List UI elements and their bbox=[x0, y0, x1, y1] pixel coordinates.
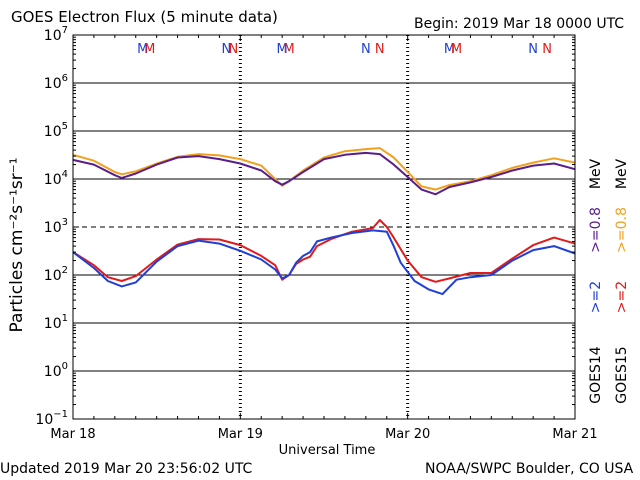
y-axis-label: Particles cm⁻²s⁻¹sr⁻¹ bbox=[7, 157, 27, 332]
y-tick-label: 101 bbox=[44, 313, 68, 332]
chart-title: GOES Electron Flux (5 minute data) bbox=[11, 8, 278, 26]
updated-label: Updated 2019 Mar 20 23:56:02 UTC bbox=[0, 461, 253, 477]
series-line bbox=[72, 229, 576, 296]
series-lines bbox=[72, 147, 576, 296]
mn-marker: M bbox=[451, 42, 462, 57]
y-tick-label: 103 bbox=[44, 217, 68, 236]
y-tick-label: 107 bbox=[44, 25, 68, 44]
begin-label: Begin: 2019 Mar 18 0000 UTC bbox=[414, 16, 625, 32]
legend-sat-goes15: GOES15 bbox=[614, 346, 630, 403]
y-tick-label: 100 bbox=[44, 361, 68, 380]
y-ticks: 10−1 100 101 102 103 104 105 106 107 bbox=[35, 25, 575, 428]
y-tick-label: 104 bbox=[44, 169, 68, 188]
mn-marker: N bbox=[361, 42, 371, 57]
mn-marker: M bbox=[137, 42, 148, 57]
x-tick-label: Mar 18 bbox=[50, 427, 95, 442]
credit-label: NOAA/SWPC Boulder, CO USA bbox=[425, 461, 634, 477]
mn-marker: N bbox=[222, 42, 232, 57]
y-tick-label: 106 bbox=[44, 73, 68, 92]
legend-ge2-goes14: >=2 bbox=[588, 281, 604, 313]
y-tick-label: 10−1 bbox=[35, 409, 68, 428]
legend-mev-2: MeV bbox=[614, 158, 630, 189]
mn-marker: N bbox=[375, 42, 385, 57]
legend: MeV MeV >=0.8 >=0.8 >=2 >=2 GOES14 GOES1… bbox=[588, 158, 630, 403]
mn-marker: M bbox=[144, 42, 155, 57]
series-line bbox=[72, 147, 576, 191]
legend-mev-1: MeV bbox=[588, 158, 604, 189]
x-tick-label: Mar 21 bbox=[552, 427, 597, 442]
y-tick-label: 102 bbox=[44, 265, 68, 284]
legend-ge2-goes15: >=2 bbox=[614, 281, 630, 313]
mn-markers: MM NN MM N N MM N N bbox=[137, 42, 552, 57]
mn-marker: M bbox=[277, 42, 288, 57]
legend-sat-goes14: GOES14 bbox=[588, 346, 604, 404]
legend-ge08-goes15: >=0.8 bbox=[614, 207, 630, 253]
x-ticks: Mar 18 Mar 19 Mar 20 Mar 21 bbox=[50, 35, 598, 442]
y-tick-label: 105 bbox=[44, 121, 68, 140]
legend-ge08-goes14: >=0.8 bbox=[588, 207, 604, 253]
series-line bbox=[72, 151, 576, 196]
series-line bbox=[72, 219, 576, 283]
x-tick-label: Mar 19 bbox=[218, 427, 263, 442]
mn-marker: M bbox=[284, 42, 295, 57]
mn-marker: N bbox=[228, 42, 238, 57]
x-axis-label: Universal Time bbox=[279, 443, 376, 458]
mn-marker: M bbox=[444, 42, 455, 57]
mn-marker: N bbox=[542, 42, 552, 57]
x-tick-label: Mar 20 bbox=[385, 427, 430, 442]
gridlines bbox=[73, 82, 575, 372]
mn-marker: N bbox=[528, 42, 538, 57]
